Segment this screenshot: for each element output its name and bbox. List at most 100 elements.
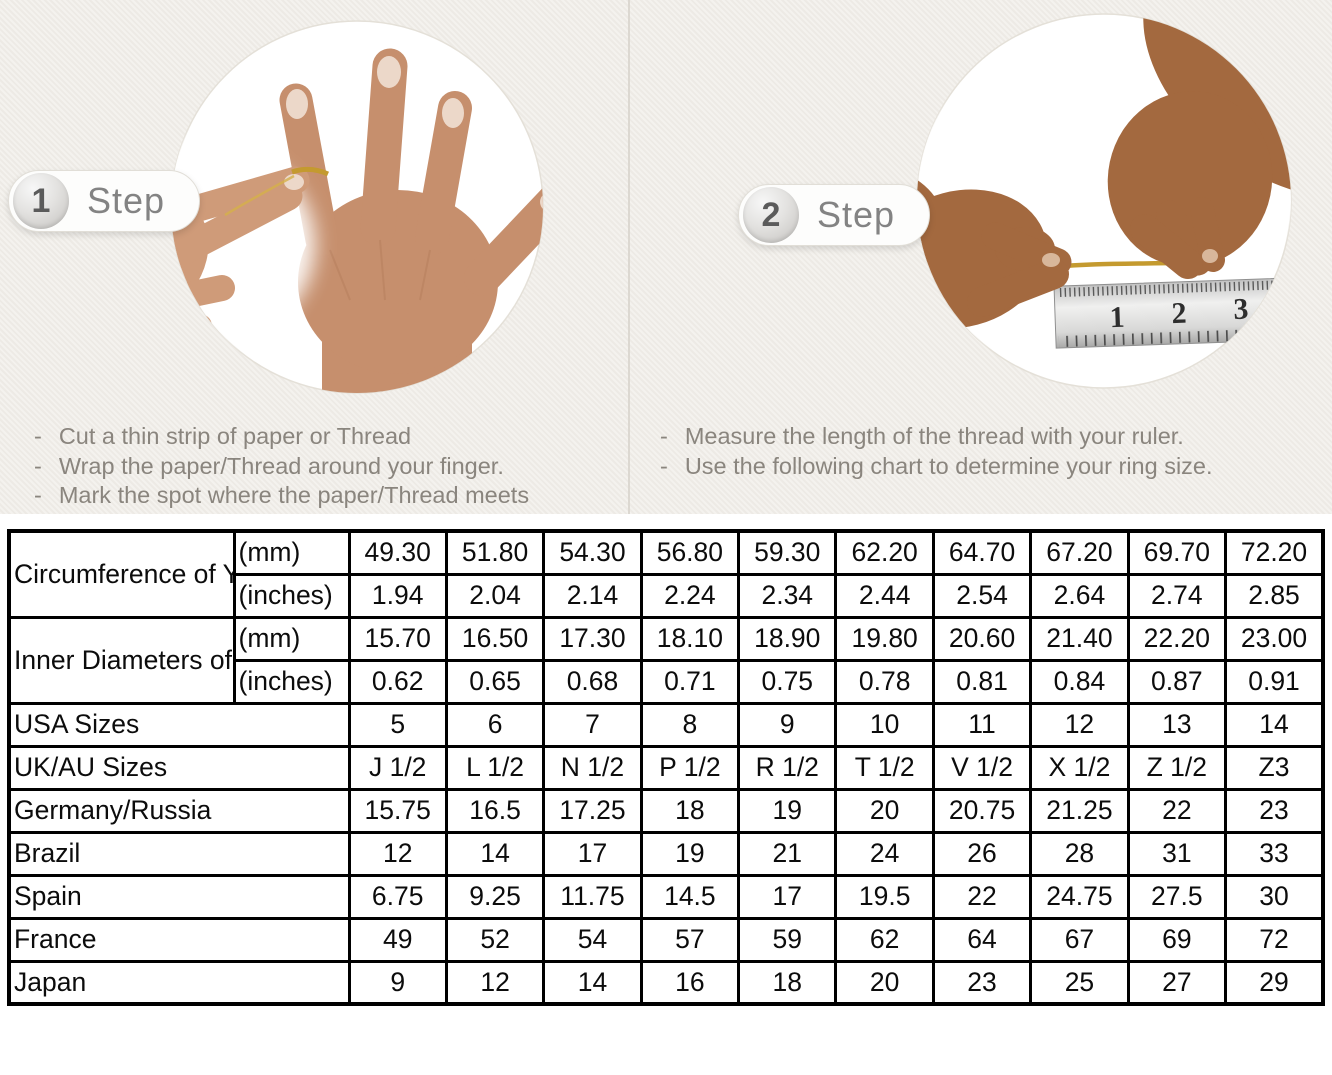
- step1-panel: 1 Step Cut a thin strip of paper or Thre…: [0, 0, 628, 514]
- table-cell: 20.75: [931, 787, 1033, 834]
- table-cell: 62: [834, 916, 935, 963]
- ruler-illustration: 1 2 3: [1053, 276, 1291, 349]
- table-cell: 0.62: [347, 658, 448, 705]
- table-cell: 16.5: [444, 787, 546, 834]
- table-cell: 18.10: [639, 615, 741, 662]
- table-row: Circumference of Your Finger(mm)49.3051.…: [7, 529, 1325, 619]
- table-cell: 22: [1126, 787, 1228, 834]
- table-cell: 19.80: [834, 615, 935, 662]
- table-cell: 51.80: [444, 529, 546, 576]
- table-cell: 67.20: [1029, 529, 1130, 576]
- table-cell: 9: [347, 959, 448, 1006]
- table-cell: R 1/2: [737, 744, 838, 791]
- table-cell: 11.75: [542, 873, 643, 920]
- table-cell: T 1/2: [834, 744, 935, 791]
- table-cell: 19.5: [834, 873, 935, 920]
- table-cell: J 1/2: [347, 744, 448, 791]
- table-cell: 24.75: [1029, 873, 1130, 920]
- table-row: Spain 6.75 9.25 11.75 14.5 17 19.5 22 24.75 27.5 3…: [7, 873, 1325, 920]
- row-label: France: [7, 916, 351, 963]
- table-cell: 2.85: [1224, 572, 1325, 619]
- step-number-badge: 2: [743, 187, 799, 243]
- table-cell: 22: [931, 873, 1033, 920]
- table-cell: 14: [1224, 701, 1325, 748]
- ruler-mark-1: 1: [1109, 301, 1125, 335]
- instruction-line: Wrap the paper/Thread around your finger…: [34, 452, 529, 482]
- table-cell: 57: [639, 916, 741, 963]
- table-cell: 30: [1224, 873, 1325, 920]
- table-cell: 9: [737, 701, 838, 748]
- step2-badge: 2 Step: [738, 184, 931, 246]
- table-row: Japan 9 12 14 16 18 20 23 25 27 29: [7, 959, 1325, 1006]
- table-cell: 2.04: [444, 572, 546, 619]
- table-cell: 23: [931, 959, 1033, 1006]
- table-cell: 72.20: [1224, 529, 1325, 576]
- table-cell: 0.65: [444, 658, 546, 705]
- unit-label: (inches): [232, 658, 351, 705]
- table-cell: 0.84: [1029, 658, 1130, 705]
- ring-size-table: Circumference of Your Finger(mm)49.3051.…: [7, 529, 1325, 1006]
- unit-label: (mm): [232, 529, 351, 576]
- table-cell: 7: [542, 701, 643, 748]
- table-cell: 9.25: [444, 873, 546, 920]
- table-cell: 12: [347, 830, 448, 877]
- table-cell: 69.70: [1126, 529, 1228, 576]
- instruction-line: Cut a thin strip of paper or Thread: [34, 422, 529, 452]
- row-label: Brazil: [7, 830, 351, 877]
- table-cell: 10: [834, 701, 935, 748]
- row-label: Japan: [7, 959, 351, 1006]
- table-cell: 2.24: [639, 572, 741, 619]
- table-cell: 15.75: [347, 787, 448, 834]
- table-row: UK/AU Sizes J 1/2 L 1/2 N 1/2 P 1/2 R 1/2 T 1/…: [7, 744, 1325, 791]
- table-row: (inches) 0.62 0.65 0.68 0.71 0.75 0.78 0.81 0.84…: [9, 658, 1325, 705]
- table-cell: 25: [1029, 959, 1130, 1006]
- table-cell: L 1/2: [444, 744, 546, 791]
- step-number-badge: 1: [13, 173, 69, 229]
- table-cell: 24: [834, 830, 935, 877]
- table-cell: 0.75: [737, 658, 838, 705]
- table-cell: 12: [444, 959, 546, 1006]
- table-cell: 21.40: [1029, 615, 1130, 662]
- table-cell: 13: [1126, 701, 1228, 748]
- table-cell: 67: [1029, 916, 1130, 963]
- table-cell: 2.74: [1126, 572, 1228, 619]
- row-label: USA Sizes: [7, 701, 351, 748]
- step-label: Step: [87, 180, 166, 221]
- row-group-label: Inner Diameters of Rings: [7, 615, 236, 705]
- table-cell: 8: [639, 701, 741, 748]
- step1-badge: 1 Step: [8, 170, 201, 232]
- row-label: UK/AU Sizes: [7, 744, 351, 791]
- table-cell: 17: [542, 830, 643, 877]
- table-cell: 21: [737, 830, 838, 877]
- table-cell: 17.25: [542, 787, 643, 834]
- step-label: Step: [817, 194, 896, 235]
- table-cell: Z 1/2: [1126, 744, 1228, 791]
- table-cell: 20.60: [931, 615, 1033, 662]
- table-cell: 18: [737, 959, 838, 1006]
- table-cell: 27: [1126, 959, 1228, 1006]
- table-cell: 59.30: [737, 529, 838, 576]
- ring-size-chart-section: Circumference of Your Finger(mm)49.3051.…: [7, 529, 1325, 1006]
- table-cell: 52: [444, 916, 546, 963]
- table-cell: 21.25: [1029, 787, 1130, 834]
- table-cell: 14: [542, 959, 643, 1006]
- table-cell: 14: [444, 830, 546, 877]
- table-cell: 20: [834, 787, 935, 834]
- table-cell: 18.90: [737, 615, 838, 662]
- table-row: Inner Diameters of Rings(mm)15.7016.5017…: [7, 615, 1325, 705]
- unit-label: (mm): [232, 615, 351, 662]
- instruction-line: Use the following chart to determine you…: [660, 452, 1213, 482]
- table-row: France 49 52 54 57 59 62 64 67 69 72: [7, 916, 1325, 963]
- table-row: Germany/Russia 15.75 16.5 17.25 18 19 20 20.75 2…: [7, 787, 1325, 834]
- table-cell: 20: [834, 959, 935, 1006]
- table-cell: V 1/2: [931, 744, 1033, 791]
- table-cell: 0.78: [834, 658, 935, 705]
- fingernail: [286, 89, 308, 119]
- table-cell: 6: [444, 701, 546, 748]
- table-cell: P 1/2: [639, 744, 741, 791]
- table-cell: 0.71: [639, 658, 741, 705]
- table-cell: 64.70: [931, 529, 1033, 576]
- step2-panel: 1 2 3: [630, 0, 1332, 514]
- table-cell: 2.14: [542, 572, 643, 619]
- table-cell: 33: [1224, 830, 1325, 877]
